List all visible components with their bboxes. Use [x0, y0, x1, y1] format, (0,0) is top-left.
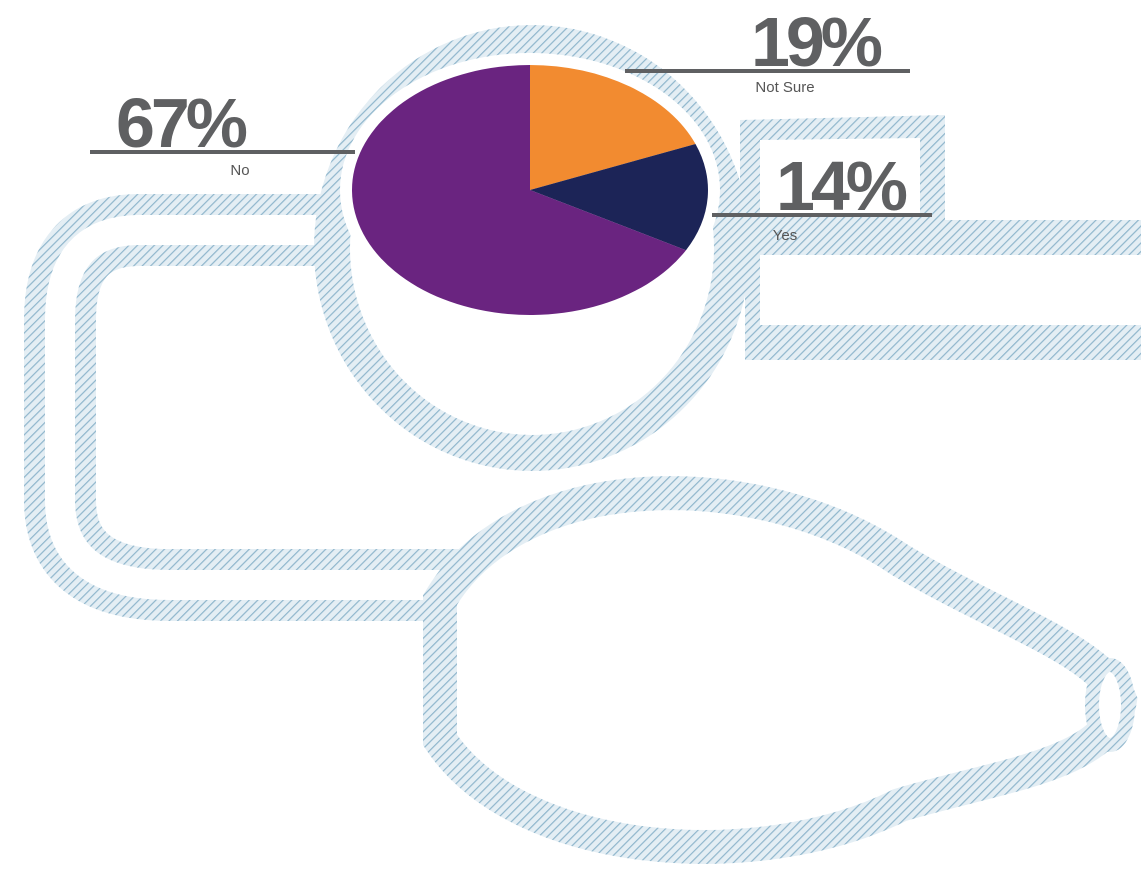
pie — [351, 65, 709, 315]
category-label: Not Sure — [755, 79, 814, 96]
pie-slice — [530, 65, 696, 190]
labels: 19%Not Sure 14% Yes 67%No — [90, 3, 932, 244]
category-label: No — [230, 162, 249, 179]
category-label: Yes — [773, 227, 797, 244]
pie-slice — [530, 143, 709, 251]
value-label: 19% — [751, 3, 882, 81]
value-label: 14% — [776, 147, 907, 225]
pie-slice — [351, 65, 686, 315]
value-label: 67% — [116, 84, 247, 162]
